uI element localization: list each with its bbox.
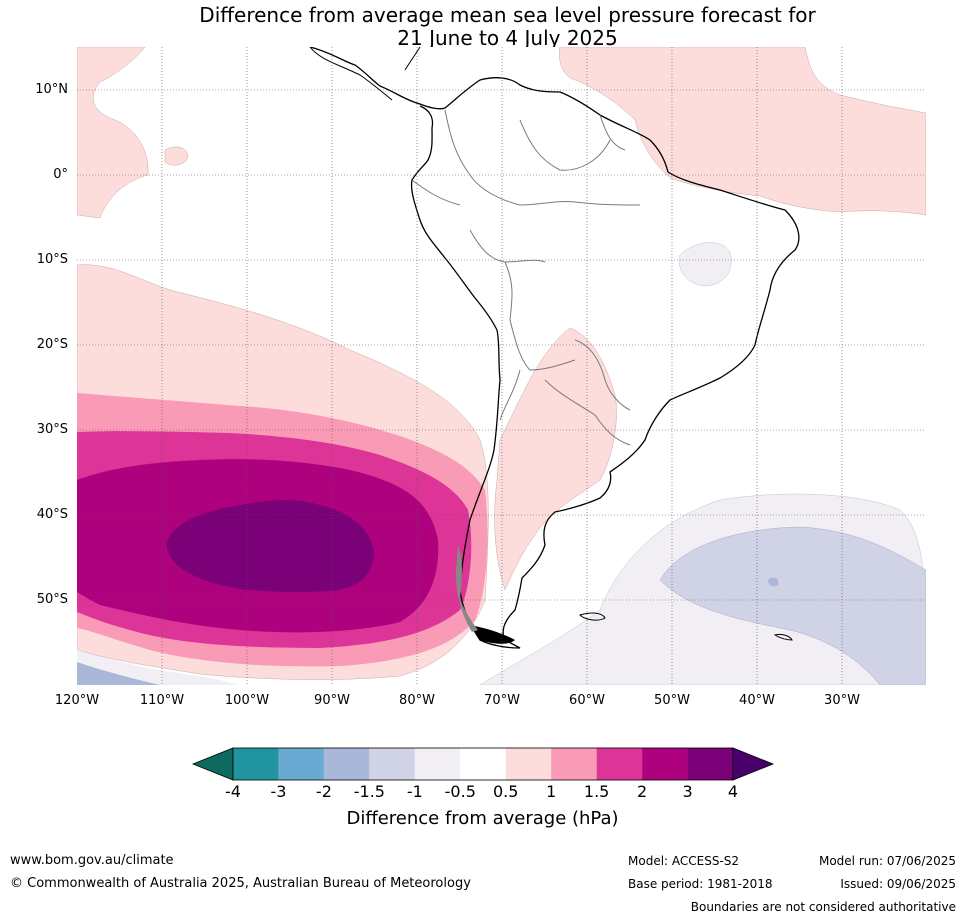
colorbar-tick-label: -1.5 <box>353 782 385 801</box>
title-line-1: Difference from average mean sea level p… <box>199 3 816 27</box>
anomaly-region-north-west <box>77 47 149 219</box>
colorbar-tick-label: -1 <box>406 782 423 801</box>
map-title: Difference from average mean sea level p… <box>0 4 965 50</box>
colorbar-tick-label: 1 <box>546 782 557 801</box>
base-period-text: Base period: 1981-2018 <box>628 877 773 891</box>
lon-label-90w: 90°W <box>314 693 350 708</box>
website-text: www.bom.gov.au/climate <box>10 853 174 868</box>
issued-text: Issued: 09/06/2025 <box>840 877 956 891</box>
colorbar-cell <box>233 748 279 780</box>
anomaly-region-small-blob <box>164 146 189 166</box>
colorbar-tick-label: 3 <box>682 782 693 801</box>
colorbar-tick-label: -4 <box>225 782 241 801</box>
colorbar-tick-label: 0.5 <box>492 782 519 801</box>
colorbar-cell <box>596 748 643 780</box>
anomaly-region-north-east <box>559 47 926 216</box>
colorbar-tick-label: 1.5 <box>583 782 610 801</box>
lat-label-50s: 50°S <box>36 592 68 607</box>
colorbar-extend-high <box>732 747 775 781</box>
anomaly-region-south-east-mid <box>768 577 779 587</box>
colorbar-cell <box>460 748 506 780</box>
colorbar-title: Difference from average (hPa) <box>346 808 619 829</box>
central-america-coast <box>309 47 421 101</box>
colorbar-cell <box>551 748 597 780</box>
lon-label-70w: 70°W <box>484 693 520 708</box>
tierra-del-fuego <box>470 625 515 644</box>
colorbar-cell <box>414 748 461 780</box>
lat-label-30s: 30°S <box>36 422 68 437</box>
lat-label-0: 0° <box>53 167 68 182</box>
lon-label-50w: 50°W <box>654 693 690 708</box>
lon-label-60w: 60°W <box>569 693 605 708</box>
disclaimer-text: Boundaries are not considered authoritat… <box>690 900 956 914</box>
south-america-coast <box>309 47 800 649</box>
lat-label-20s: 20°S <box>36 337 68 352</box>
colorbar-cell <box>323 748 370 780</box>
lat-label-10n: 10°N <box>35 82 68 97</box>
colorbar-tick-label: 2 <box>636 782 648 801</box>
anomaly-band-3p0 <box>166 500 374 592</box>
model-run-text: Model run: 07/06/2025 <box>818 854 956 868</box>
anomaly-band-0p5-land <box>494 327 617 591</box>
lon-label-80w: 80°W <box>399 693 435 708</box>
colorbar-tick-label: -0.5 <box>444 782 476 801</box>
copyright-text: © Commonwealth of Australia 2025, Austra… <box>10 876 471 891</box>
lon-label-120w: 120°W <box>54 693 100 708</box>
colorbar-cell <box>687 748 733 780</box>
lon-label-100w: 100°W <box>224 693 270 708</box>
colorbar-tick-label: 4 <box>727 782 739 801</box>
graticule <box>77 47 926 685</box>
south-georgia <box>773 633 793 641</box>
colorbar-extend-low <box>191 747 234 781</box>
lon-label-30w: 30°W <box>824 693 860 708</box>
lat-label-10s: 10°S <box>36 252 68 267</box>
colorbar-cell <box>278 748 324 780</box>
falkland-islands <box>579 612 606 621</box>
colorbar-tick-label: -3 <box>270 782 287 801</box>
anomaly-region-south-west-blue <box>77 662 160 685</box>
anomaly-region-brazil-light <box>678 242 732 287</box>
country-borders <box>411 109 641 446</box>
colorbar-cell <box>505 748 552 780</box>
anomaly-region-south-east-blue <box>659 526 926 685</box>
colorbar-cell <box>642 748 688 780</box>
lon-label-110w: 110°W <box>139 693 185 708</box>
chile-fjords <box>455 545 478 632</box>
title-line-2: 21 June to 4 July 2025 <box>397 26 618 50</box>
model-text: Model: ACCESS-S2 <box>628 854 740 868</box>
lat-label-40s: 40°S <box>36 507 68 522</box>
colorbar-tick-label: -2 <box>315 782 332 801</box>
lon-label-40w: 40°W <box>739 693 775 708</box>
colorbar-cell <box>369 748 415 780</box>
